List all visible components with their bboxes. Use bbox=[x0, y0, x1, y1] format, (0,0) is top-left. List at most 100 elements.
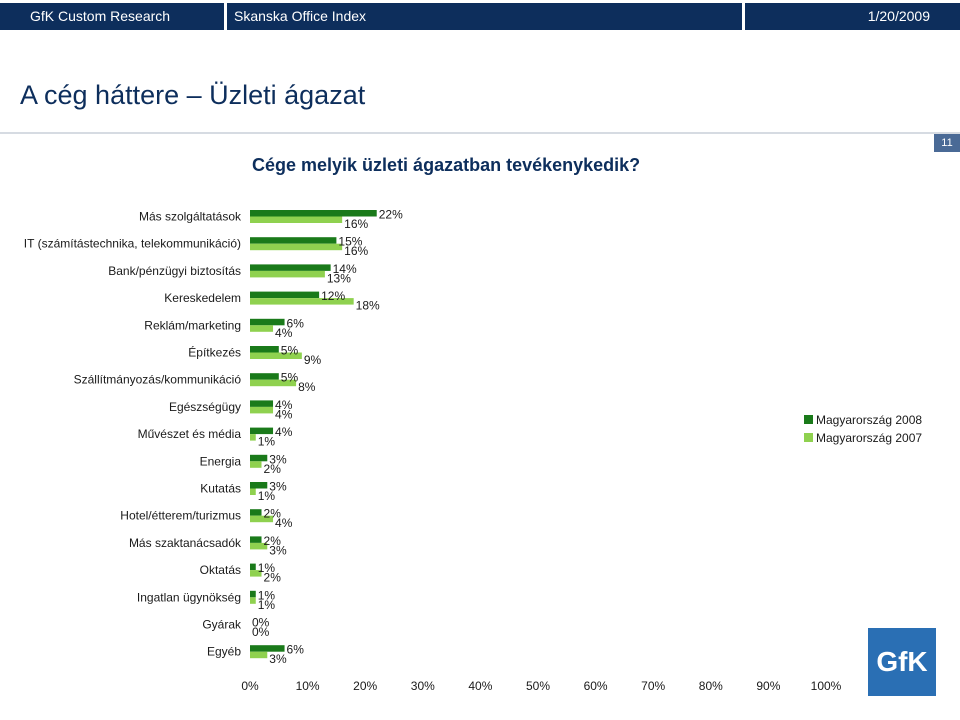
category-label: Egyéb bbox=[207, 645, 241, 659]
x-tick-label: 10% bbox=[296, 679, 320, 693]
data-label: 6% bbox=[287, 643, 305, 657]
bar-chart: Más szolgáltatások IT (számítástechnika, … bbox=[24, 208, 923, 694]
x-axis-ticks: 0% 10% 20% 30% 40% 50% 60% 70% 80% 90% 100% bbox=[241, 679, 841, 693]
category-label: Bank/pénzügyi biztosítás bbox=[108, 264, 241, 278]
data-label: 15% bbox=[338, 235, 362, 249]
x-tick-label: 0% bbox=[241, 679, 259, 693]
bar bbox=[250, 590, 256, 598]
category-label: Hotel/étterem/turizmus bbox=[120, 509, 241, 523]
data-label: 4% bbox=[275, 398, 293, 412]
category-label: Gyárak bbox=[202, 618, 242, 632]
data-label: 5% bbox=[281, 371, 299, 385]
category-label: Más szaktanácsadók bbox=[129, 536, 242, 550]
data-label: 16% bbox=[344, 244, 368, 258]
data-label: 13% bbox=[327, 271, 351, 285]
category-label: IT (számítástechnika, telekommunikáció) bbox=[24, 237, 241, 251]
value-labels: 22%16%15%16%14%13%12%18%6%4%5%9%5%8%4%4%… bbox=[252, 208, 403, 667]
data-label: 0% bbox=[252, 616, 270, 630]
data-label: 1% bbox=[258, 588, 276, 602]
x-tick-label: 20% bbox=[353, 679, 377, 693]
data-label: 18% bbox=[356, 299, 380, 313]
page-number: 11 bbox=[934, 134, 960, 152]
data-label: 3% bbox=[269, 452, 287, 466]
x-tick-label: 70% bbox=[641, 679, 665, 693]
bar bbox=[250, 597, 256, 604]
legend-label: Magyarország 2007 bbox=[816, 431, 922, 445]
x-tick-label: 50% bbox=[526, 679, 550, 693]
data-label: 5% bbox=[281, 344, 299, 358]
bar bbox=[250, 488, 256, 495]
bars bbox=[250, 210, 377, 659]
page-title: A cég háttere – Üzleti ágazat bbox=[20, 80, 366, 110]
bar bbox=[250, 270, 325, 278]
bar bbox=[250, 563, 256, 571]
bar bbox=[250, 570, 262, 577]
data-label: 1% bbox=[258, 561, 276, 575]
bar bbox=[250, 645, 285, 652]
data-label: 2% bbox=[264, 507, 282, 521]
data-label: 6% bbox=[287, 316, 305, 330]
bar bbox=[250, 542, 268, 550]
x-tick-label: 60% bbox=[584, 679, 608, 693]
bar bbox=[250, 237, 337, 244]
data-label: 4% bbox=[275, 516, 293, 530]
data-label: 12% bbox=[321, 289, 345, 303]
data-label: 2% bbox=[264, 462, 282, 476]
header-company-label: GfK Custom Research bbox=[0, 3, 224, 30]
data-label: 1% bbox=[258, 598, 276, 612]
category-label: Egészségügy bbox=[169, 400, 241, 414]
legend-label: Magyarország 2008 bbox=[816, 413, 922, 427]
data-label: 1% bbox=[258, 489, 276, 503]
data-label: 0% bbox=[252, 625, 270, 639]
header-bar: GfK Custom Research Skanska Office Index… bbox=[0, 0, 960, 32]
bar bbox=[250, 536, 262, 543]
data-label: 4% bbox=[275, 425, 293, 439]
data-label: 2% bbox=[264, 571, 282, 585]
data-label: 3% bbox=[269, 543, 287, 557]
bar bbox=[250, 427, 274, 435]
category-label: Ingatlan ügynökség bbox=[137, 590, 241, 604]
category-label: Kutatás bbox=[200, 482, 241, 496]
bar bbox=[250, 651, 268, 659]
category-label: Művészet és média bbox=[138, 427, 242, 441]
data-label: 9% bbox=[304, 353, 322, 367]
bar bbox=[250, 264, 331, 271]
gfk-logo: GfK bbox=[868, 628, 936, 696]
category-label: Építkezés bbox=[188, 345, 241, 360]
bar bbox=[250, 482, 268, 489]
bar bbox=[250, 210, 377, 217]
bar bbox=[250, 216, 343, 223]
category-labels: Más szolgáltatások IT (számítástechnika, … bbox=[24, 210, 242, 659]
bar bbox=[250, 325, 274, 332]
category-label: Reklám/marketing bbox=[144, 318, 241, 332]
category-label: Energia bbox=[200, 454, 242, 468]
legend-swatch bbox=[804, 415, 813, 424]
data-label: 3% bbox=[269, 480, 287, 494]
data-label: 14% bbox=[333, 262, 357, 276]
bar bbox=[250, 318, 285, 326]
data-label: 3% bbox=[269, 652, 287, 666]
data-label: 2% bbox=[264, 534, 282, 548]
data-label: 4% bbox=[275, 326, 293, 340]
bar bbox=[250, 352, 302, 359]
x-tick-label: 100% bbox=[811, 679, 842, 693]
header-report-name: Skanska Office Index bbox=[227, 3, 742, 30]
bar bbox=[250, 461, 262, 468]
title-divider bbox=[0, 132, 960, 134]
bar bbox=[250, 379, 297, 387]
x-tick-label: 30% bbox=[411, 679, 435, 693]
x-tick-label: 40% bbox=[468, 679, 492, 693]
data-label: 16% bbox=[344, 217, 368, 231]
x-tick-label: 80% bbox=[699, 679, 723, 693]
bar bbox=[250, 373, 279, 380]
bar bbox=[250, 346, 279, 353]
bar bbox=[250, 400, 274, 407]
bar bbox=[250, 515, 274, 523]
category-label: Szállítmányozás/kommunikáció bbox=[74, 373, 242, 387]
data-label: 22% bbox=[379, 208, 403, 222]
category-label: Oktatás bbox=[200, 563, 241, 577]
header-date: 1/20/2009 bbox=[745, 3, 960, 30]
x-tick-label: 90% bbox=[756, 679, 780, 693]
legend: Magyarország 2008 Magyarország 2007 bbox=[804, 413, 922, 445]
bar bbox=[250, 243, 343, 251]
